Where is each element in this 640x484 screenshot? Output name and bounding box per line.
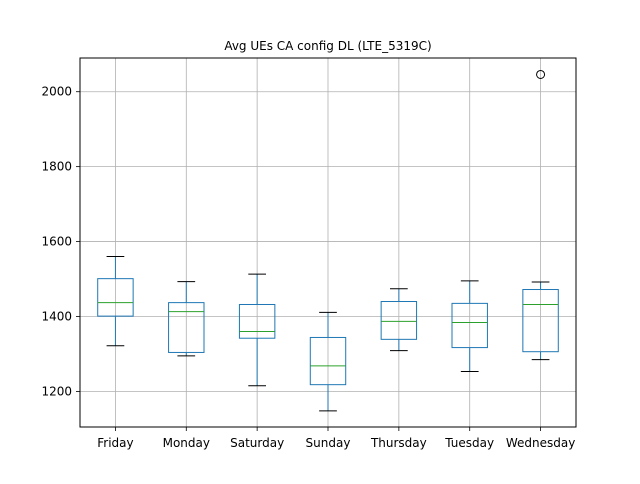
box-group-monday [168, 281, 205, 357]
box-group-sunday [309, 311, 347, 412]
y-tick-label: 2000 [41, 85, 72, 99]
x-tick-label: Thursday [370, 436, 427, 450]
box-group-saturday [238, 273, 276, 387]
x-tick-label: Sunday [306, 436, 351, 450]
box-group-tuesday [451, 280, 488, 373]
x-tick-label: Wednesday [506, 436, 575, 450]
x-tick-label: Monday [163, 436, 210, 450]
y-tick-label: 1800 [41, 160, 72, 174]
iqr-box [522, 289, 559, 353]
outlier-point [536, 69, 546, 79]
iqr-box [309, 336, 347, 386]
box-layer [97, 69, 559, 412]
x-tick-label: Tuesday [444, 436, 494, 450]
iqr-box [168, 302, 205, 353]
iqr-box [97, 278, 134, 317]
iqr-box [238, 303, 276, 339]
x-tick-label: Friday [97, 436, 133, 450]
box-group-wednesday [522, 69, 559, 361]
box-group-thursday [380, 288, 418, 352]
y-tick-label: 1400 [41, 309, 72, 323]
iqr-box [451, 302, 488, 349]
y-tick-label: 1200 [41, 384, 72, 398]
x-tick-label: Saturday [230, 436, 284, 450]
y-tick-label: 1600 [41, 235, 72, 249]
tick-layer: Friday Monday Saturday Sunday Thursday Tuesda… [41, 85, 575, 450]
chart-title: Avg UEs CA config DL (LTE_5319C) [224, 39, 431, 53]
box-group-friday [97, 256, 134, 347]
iqr-box [380, 301, 418, 340]
grid-layer [80, 58, 576, 427]
